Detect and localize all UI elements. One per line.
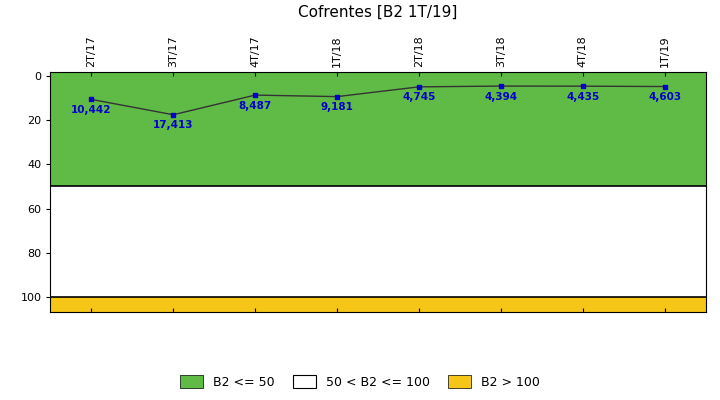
Text: 4,435: 4,435 — [566, 92, 599, 102]
Text: 9,181: 9,181 — [320, 102, 354, 112]
Bar — [50, 72, 706, 186]
Point — [413, 84, 425, 90]
Legend: B2 <= 50, 50 < B2 <= 100, B2 > 100: B2 <= 50, 50 < B2 <= 100, B2 > 100 — [175, 370, 545, 394]
Text: 10,442: 10,442 — [71, 105, 112, 115]
Point — [86, 96, 97, 102]
Title: Cofrentes [B2 1T/19]: Cofrentes [B2 1T/19] — [298, 4, 458, 20]
Text: 17,413: 17,413 — [153, 120, 194, 130]
Point — [495, 83, 507, 89]
Bar — [50, 296, 706, 312]
Text: 4,394: 4,394 — [485, 92, 518, 102]
Point — [168, 112, 179, 118]
Point — [331, 94, 343, 100]
Point — [577, 83, 588, 89]
Text: 4,745: 4,745 — [402, 92, 436, 102]
Point — [249, 92, 261, 98]
Point — [659, 83, 670, 90]
Text: 8,487: 8,487 — [238, 100, 271, 110]
Text: 4,603: 4,603 — [648, 92, 681, 102]
Bar — [50, 186, 706, 296]
